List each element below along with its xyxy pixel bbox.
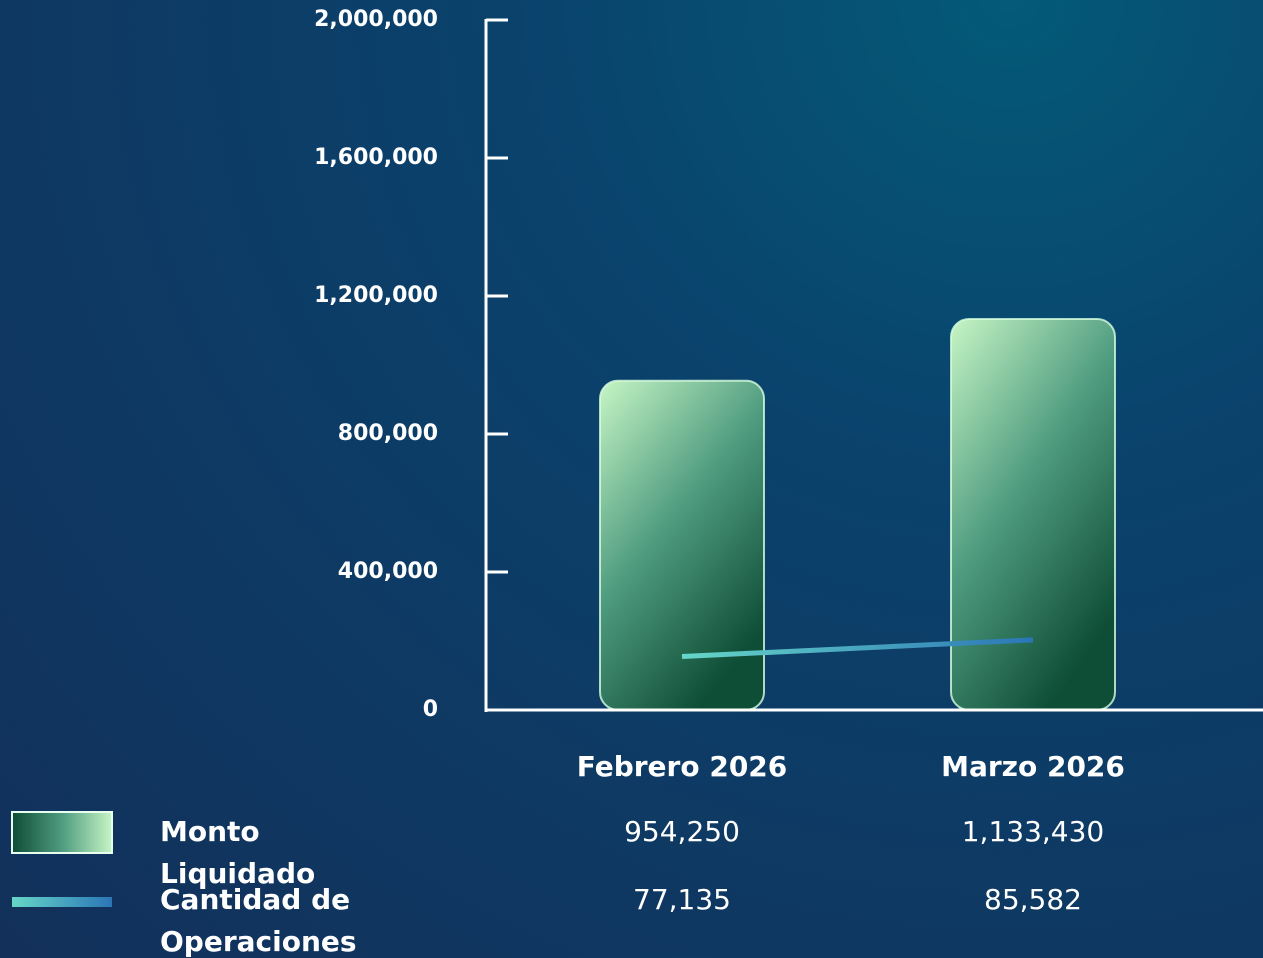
data-label: 77,135 (633, 883, 731, 916)
y-tick-label: 1,200,000 (314, 283, 438, 308)
y-tick-label: 0 (423, 697, 438, 722)
x-tick-label: Febrero 2026 (577, 750, 788, 783)
bar (599, 379, 765, 711)
bar (950, 317, 1116, 711)
data-label: 1,133,430 (962, 815, 1105, 848)
data-label: 954,250 (624, 815, 740, 848)
y-tick-label: 800,000 (338, 421, 438, 446)
legend-label: Cantidad de Operaciones (160, 883, 357, 958)
legend-label: Monto Liquidado (160, 815, 316, 890)
legend-swatch-line (12, 897, 112, 907)
y-tick-label: 1,600,000 (314, 145, 438, 170)
x-tick-label: Marzo 2026 (941, 750, 1125, 783)
data-label: 85,582 (984, 883, 1082, 916)
y-tick-label: 400,000 (338, 559, 438, 584)
line (681, 637, 1034, 660)
y-tick-label: 2,000,000 (314, 7, 438, 32)
legend-swatch-bar (11, 811, 113, 854)
